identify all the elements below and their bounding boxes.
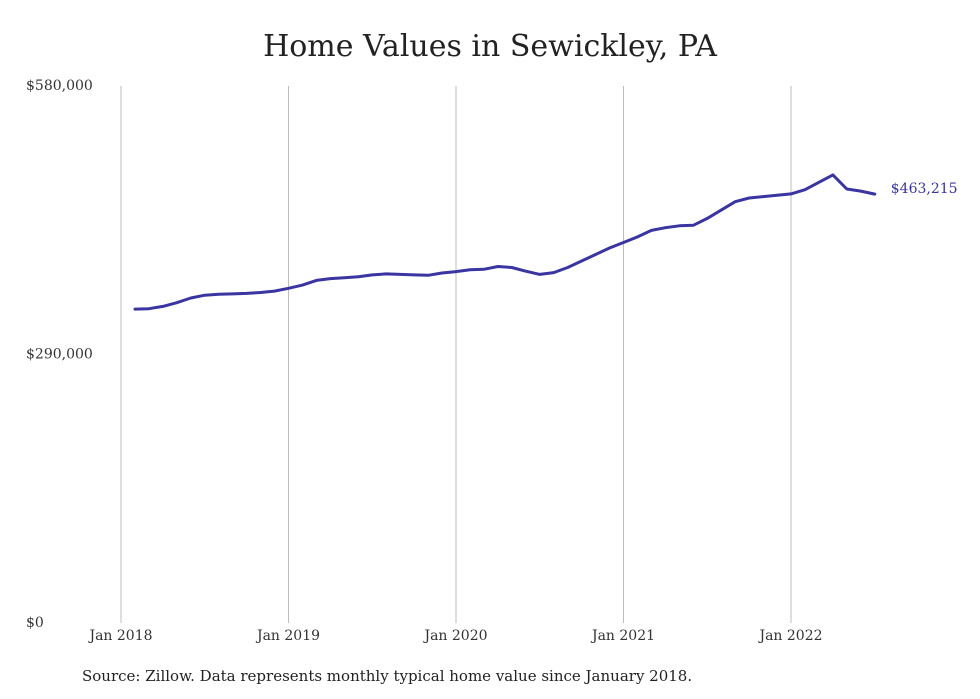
data-point bbox=[147, 307, 151, 310]
gridlines bbox=[120, 86, 792, 623]
data-point bbox=[859, 189, 862, 193]
data-point bbox=[594, 253, 597, 256]
data-point bbox=[468, 268, 472, 271]
data-point bbox=[301, 283, 304, 287]
data-point bbox=[761, 195, 765, 198]
data-point bbox=[566, 266, 569, 269]
data-point bbox=[175, 301, 178, 304]
data-point bbox=[510, 266, 513, 269]
data-point bbox=[803, 188, 807, 191]
source-note: Source: Zillow. Data represents monthly … bbox=[82, 667, 693, 685]
data-point bbox=[245, 292, 248, 295]
data-point bbox=[789, 192, 793, 196]
data-point bbox=[385, 272, 388, 276]
data-point bbox=[817, 181, 821, 184]
data-point bbox=[831, 173, 835, 177]
y-axis-ticks: $0 $290,000 $580,000 bbox=[26, 78, 93, 631]
data-point bbox=[440, 271, 444, 275]
data-point bbox=[343, 276, 346, 279]
data-point bbox=[259, 291, 262, 294]
data-point bbox=[664, 226, 667, 229]
data-point bbox=[329, 277, 332, 280]
data-point bbox=[454, 270, 458, 273]
y-tick-label: $290,000 bbox=[26, 347, 93, 363]
data-point bbox=[580, 259, 583, 263]
data-point bbox=[357, 275, 360, 278]
data-point bbox=[678, 224, 681, 227]
data-point bbox=[133, 307, 137, 311]
data-point bbox=[608, 246, 611, 250]
data-point bbox=[189, 296, 192, 300]
chart-title: Home Values in Sewickley, PA bbox=[263, 29, 717, 64]
data-point bbox=[482, 268, 486, 271]
data-point bbox=[412, 273, 416, 277]
data-point bbox=[371, 273, 374, 277]
data-point bbox=[552, 271, 555, 274]
data-point bbox=[538, 273, 541, 276]
data-point bbox=[496, 265, 500, 268]
data-point bbox=[650, 229, 653, 232]
data-point bbox=[426, 274, 430, 277]
data-point bbox=[315, 279, 318, 282]
data-point bbox=[706, 217, 709, 220]
data-point bbox=[734, 200, 737, 203]
x-tick-label: Jan 2019 bbox=[255, 628, 320, 644]
end-value-label: $463,215 bbox=[891, 181, 958, 197]
data-point bbox=[203, 294, 206, 297]
data-point bbox=[231, 292, 234, 296]
series-layer: $463,215 bbox=[133, 173, 958, 311]
data-point bbox=[273, 289, 276, 293]
data-point bbox=[720, 208, 723, 212]
x-tick-label: Jan 2018 bbox=[87, 628, 152, 644]
data-point bbox=[287, 287, 290, 290]
data-point bbox=[775, 194, 779, 197]
x-tick-label: Jan 2022 bbox=[757, 628, 822, 644]
data-point bbox=[692, 224, 695, 227]
data-point bbox=[399, 273, 402, 276]
x-tick-label: Jan 2021 bbox=[590, 628, 655, 644]
data-point bbox=[845, 187, 848, 191]
x-tick-label: Jan 2020 bbox=[422, 628, 487, 644]
data-point bbox=[622, 241, 625, 244]
y-tick-label: $580,000 bbox=[26, 78, 93, 94]
data-point bbox=[161, 305, 165, 308]
series-line bbox=[133, 173, 877, 311]
x-axis-ticks: Jan 2018 Jan 2019 Jan 2020 Jan 2021 Jan 2022 bbox=[87, 628, 822, 644]
data-point bbox=[524, 270, 527, 273]
data-point bbox=[747, 196, 751, 200]
data-point bbox=[873, 192, 876, 196]
data-point bbox=[217, 293, 220, 296]
y-tick-label: $0 bbox=[26, 615, 44, 631]
data-point bbox=[636, 235, 639, 239]
